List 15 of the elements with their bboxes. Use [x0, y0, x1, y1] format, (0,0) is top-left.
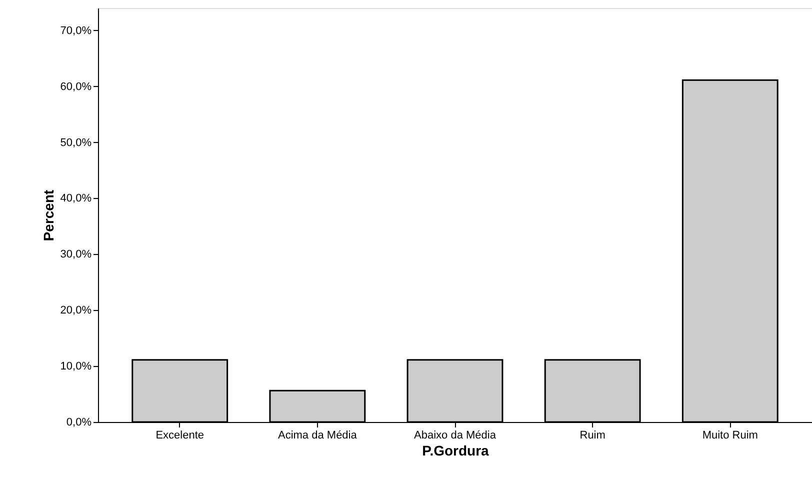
y-tick-label: 30,0%	[60, 248, 92, 261]
y-tick-label: 60,0%	[60, 80, 92, 93]
x-tick-label: Muito Ruim	[702, 430, 758, 442]
y-tick-label: 40,0%	[60, 192, 92, 205]
x-tick-label: Ruim	[580, 430, 606, 442]
y-tick-label: 70,0%	[60, 24, 92, 37]
x-tick-label: Excelente	[156, 430, 204, 442]
y-tick-label: 0,0%	[66, 416, 92, 428]
y-tick-label: 20,0%	[60, 304, 92, 317]
y-tick-label: 50,0%	[60, 136, 92, 149]
x-tick-label: Acima da Média	[278, 430, 358, 442]
y-tick-label: 10,0%	[60, 360, 92, 373]
y-axis-title: Percent	[40, 189, 56, 242]
x-tick-label: Abaixo da Média	[414, 430, 497, 442]
x-axis-title: P.Gordura	[422, 442, 490, 458]
